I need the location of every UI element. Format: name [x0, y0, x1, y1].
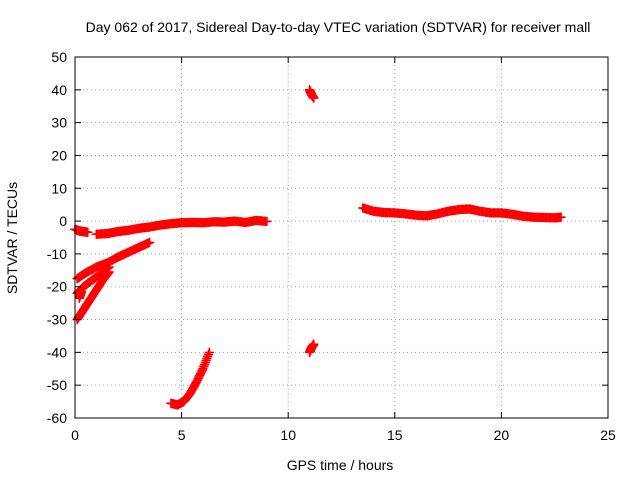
data-point [104, 267, 114, 277]
chart-title: Day 062 of 2017, Sidereal Day-to-day VTE… [86, 19, 591, 35]
x-tick-label: 15 [387, 427, 403, 443]
series-spike-top [304, 85, 319, 103]
y-tick-label: -40 [47, 344, 67, 360]
series-spike-bottom [304, 339, 319, 358]
y-tick-label: -20 [47, 279, 67, 295]
series-short-arc-d [74, 286, 87, 304]
y-tick-label: 30 [51, 115, 67, 131]
y-tick-label: 20 [51, 147, 67, 163]
x-tick-label: 0 [71, 427, 79, 443]
y-tick-label: 0 [59, 213, 67, 229]
data-point [144, 237, 155, 248]
data-point [204, 347, 215, 358]
series-steep-arc [166, 347, 215, 410]
y-tick-label: 40 [51, 82, 67, 98]
data-point [556, 212, 566, 222]
grid [75, 57, 608, 418]
x-axis-label: GPS time / hours [287, 457, 394, 473]
y-tick-label: 50 [51, 49, 67, 65]
x-tick-label: 10 [280, 427, 296, 443]
data-point [262, 216, 272, 227]
series-rising-arc-c [72, 267, 114, 325]
x-tick-label: 20 [494, 427, 510, 443]
data-point [76, 286, 87, 297]
plot-area [70, 85, 566, 410]
y-axis-label: SDTVAR / TECUs [4, 182, 20, 294]
y-tick-label: -50 [47, 377, 67, 393]
axes: 0 5 10 15 20 25 -60 -50 -40 -30 -20 -10 0 10 20 30 40 50 [47, 49, 616, 443]
y-tick-label: 10 [51, 180, 67, 196]
x-tick-label: 25 [600, 427, 616, 443]
y-tick-label: -60 [47, 410, 67, 426]
data-point [308, 93, 319, 103]
series-rising-arc-b [72, 262, 114, 299]
y-tick-label: -10 [47, 246, 67, 262]
plot-frame [74, 56, 609, 419]
data-point [308, 339, 319, 349]
data-point [82, 227, 93, 238]
x-tick-label: 5 [178, 427, 186, 443]
series-morning-arc [91, 215, 272, 240]
y-tick-label: -30 [47, 312, 67, 328]
series-afternoon-arc [358, 203, 566, 223]
